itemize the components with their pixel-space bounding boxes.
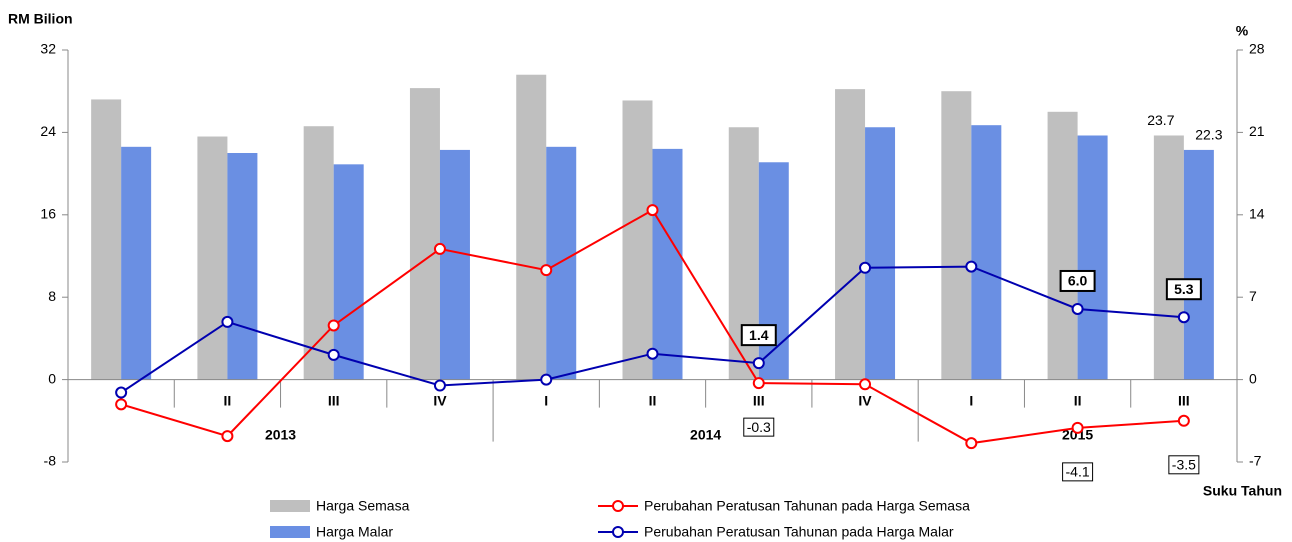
- line-value-label: -3.5: [1172, 457, 1196, 473]
- bar: [971, 125, 1002, 380]
- line-marker: [1177, 414, 1190, 427]
- legend-label: Perubahan Peratusan Tahunan pada Harga M…: [644, 524, 954, 540]
- y2-tick-label: 0: [1249, 370, 1257, 386]
- bar: [1077, 135, 1108, 380]
- bar: [835, 89, 866, 380]
- y-tick-label: 32: [40, 41, 56, 57]
- x-tick-label: II: [649, 392, 657, 408]
- x-tick-label: III: [1178, 392, 1190, 408]
- bar: [652, 148, 683, 380]
- data-label-box: [1062, 462, 1094, 482]
- bar-value-label: 23.7: [1147, 112, 1174, 128]
- x-axis-label: Suku Tahun: [1203, 483, 1282, 499]
- data-label-box: [740, 324, 777, 347]
- bar: [941, 91, 972, 380]
- bar: [91, 99, 122, 380]
- y-tick-label: -8: [44, 453, 57, 469]
- line-marker: [859, 378, 872, 391]
- bar: [227, 153, 258, 380]
- y2-tick-label: 28: [1249, 41, 1265, 57]
- line-marker: [1177, 311, 1190, 324]
- x-tick-label: III: [328, 392, 340, 408]
- bar: [758, 162, 789, 380]
- bar: [1153, 135, 1184, 380]
- x-group-label: 2013: [265, 426, 296, 442]
- line-marker: [752, 357, 765, 370]
- bar: [1183, 149, 1214, 380]
- line-marker: [115, 386, 128, 399]
- x-tick-label: III: [753, 392, 765, 408]
- bar: [516, 74, 547, 380]
- line-marker: [1071, 302, 1084, 315]
- y2-axis-label: %: [1236, 23, 1249, 39]
- line-value-label: -0.3: [747, 419, 771, 435]
- line-marker: [646, 204, 659, 217]
- bar: [409, 88, 440, 380]
- y2-tick-label: -7: [1249, 453, 1262, 469]
- x-tick-label: II: [224, 392, 232, 408]
- line-marker: [221, 430, 234, 443]
- bar: [197, 136, 228, 380]
- bar: [622, 100, 653, 380]
- line-marker: [221, 315, 234, 328]
- legend-label: Harga Malar: [316, 524, 393, 540]
- line-marker: [752, 377, 765, 390]
- line-marker: [327, 348, 340, 361]
- x-tick-label: IV: [433, 392, 447, 408]
- line-marker: [540, 373, 553, 386]
- line-marker: [646, 347, 659, 360]
- y-axis-label: RM Bilion: [8, 11, 73, 27]
- bar: [439, 149, 470, 380]
- line-marker: [540, 264, 553, 277]
- line-marker: [433, 242, 446, 255]
- y-tick-label: 0: [48, 370, 56, 386]
- y-tick-label: 16: [40, 206, 56, 222]
- line-marker: [433, 379, 446, 392]
- line-value-label: 1.4: [749, 327, 769, 343]
- y-tick-label: 8: [48, 288, 56, 304]
- line-value-label: -4.1: [1066, 464, 1090, 480]
- x-tick-label: I: [544, 392, 548, 408]
- bar-value-label: 22.3: [1195, 127, 1222, 143]
- y2-tick-label: 21: [1249, 123, 1265, 139]
- x-tick-label: II: [1074, 392, 1082, 408]
- bar: [865, 127, 896, 380]
- x-tick-label: I: [969, 392, 973, 408]
- bar: [1047, 111, 1078, 380]
- line-marker: [1071, 421, 1084, 434]
- data-label-box: [1165, 278, 1202, 301]
- x-group-label: 2014: [690, 426, 721, 442]
- line-value-label: 5.3: [1174, 281, 1194, 297]
- y2-tick-label: 7: [1249, 288, 1257, 304]
- legend-label: Harga Semasa: [316, 498, 410, 514]
- line-marker: [859, 261, 872, 274]
- x-group-label: 2015: [1062, 426, 1093, 442]
- line-marker: [965, 260, 978, 273]
- data-label-box: [1168, 455, 1200, 475]
- legend-label: Perubahan Peratusan Tahunan pada Harga S…: [644, 498, 970, 514]
- line-value-label: 6.0: [1068, 273, 1088, 289]
- line-marker: [327, 319, 340, 332]
- y-tick-label: 24: [40, 123, 56, 139]
- legend-swatch: [270, 500, 310, 512]
- bar: [546, 146, 577, 380]
- legend-swatch: [270, 526, 310, 538]
- legend-marker: [612, 526, 624, 538]
- line-marker: [115, 398, 128, 411]
- bar: [303, 126, 334, 380]
- y2-tick-label: 14: [1249, 206, 1265, 222]
- data-label-box: [1059, 269, 1096, 292]
- bar: [333, 164, 364, 380]
- x-tick-label: IV: [858, 392, 872, 408]
- data-label-box: [743, 417, 775, 437]
- line-marker: [965, 437, 978, 450]
- legend-marker: [612, 500, 624, 512]
- bar: [121, 146, 152, 380]
